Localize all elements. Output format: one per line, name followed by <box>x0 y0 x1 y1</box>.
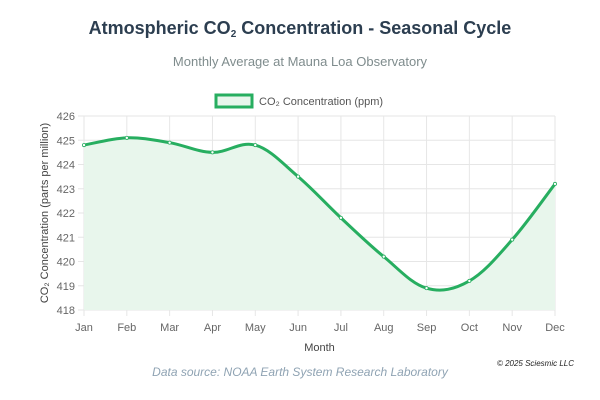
y-tick-label: 418 <box>57 305 75 317</box>
y-axis-title: CO₂ Concentration (parts per million) <box>39 123 51 303</box>
x-axis-title: Month <box>304 342 335 354</box>
chart-title-subscript: 2 <box>230 29 237 40</box>
x-tick-label: May <box>245 322 266 334</box>
y-tick-label: 425 <box>57 135 75 147</box>
y-tick-label: 421 <box>57 232 75 244</box>
data-point <box>338 215 343 220</box>
data-point <box>467 278 472 283</box>
x-tick-label: Aug <box>374 322 394 334</box>
chart-title-rest: Concentration - Seasonal Cycle <box>236 18 512 38</box>
x-tick-label: Jun <box>289 322 307 334</box>
x-tick-label: Nov <box>502 322 522 334</box>
y-tick-label: 422 <box>57 208 75 220</box>
chart-title-main: Atmospheric CO <box>88 18 231 38</box>
data-point <box>510 237 515 242</box>
data-point <box>253 143 258 148</box>
y-tick-label: 424 <box>57 160 75 172</box>
copyright-note: © 2025 Sciesmic LLC <box>496 359 574 368</box>
data-point <box>424 286 429 291</box>
x-tick-label: Sep <box>417 322 437 334</box>
legend-swatch <box>214 93 254 109</box>
chart-title: Atmospheric CO2 Concentration - Seasonal… <box>0 18 600 40</box>
data-point <box>553 181 558 186</box>
series-line <box>83 136 557 292</box>
chart-subtitle: Monthly Average at Mauna Loa Observatory <box>172 54 428 69</box>
data-point <box>167 140 172 145</box>
y-tick-label: 420 <box>57 257 75 269</box>
x-tick-label: Feb <box>117 322 136 334</box>
x-tick-label: Jan <box>75 322 93 334</box>
x-tick-label: Jul <box>334 322 348 334</box>
x-tick-label: Apr <box>204 322 221 334</box>
data-point <box>210 150 215 155</box>
x-tick-label: Oct <box>461 322 478 334</box>
data-source-note: Data source: NOAA Earth System Research … <box>152 365 448 379</box>
data-point <box>296 174 301 179</box>
y-tick-label: 419 <box>57 281 75 293</box>
data-point <box>381 254 386 259</box>
y-tick-label: 426 <box>57 111 75 123</box>
data-point <box>124 135 129 140</box>
data-point <box>82 143 87 148</box>
legend-label: CO₂ Concentration (ppm) <box>259 96 383 108</box>
x-tick-label: Dec <box>545 322 565 334</box>
x-tick-label: Mar <box>160 322 179 334</box>
y-tick-label: 423 <box>57 184 75 196</box>
series-area-fill <box>84 137 555 310</box>
